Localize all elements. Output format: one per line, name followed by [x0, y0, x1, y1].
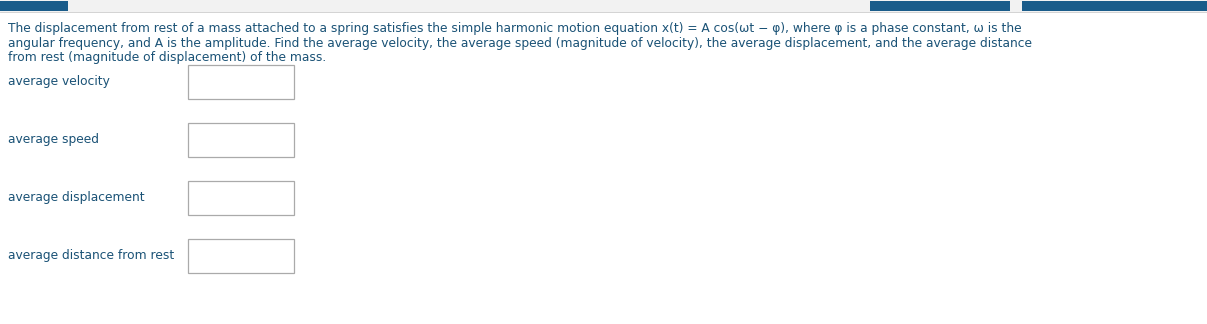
- Bar: [870, 1, 1010, 11]
- Text: The displacement from rest of a mass attached to a spring satisfies the simple h: The displacement from rest of a mass att…: [8, 22, 1021, 35]
- Bar: [0, 1, 68, 11]
- Bar: [188, 123, 295, 157]
- Bar: [1022, 1, 1207, 11]
- Text: average distance from rest: average distance from rest: [8, 249, 174, 262]
- Text: average displacement: average displacement: [8, 191, 145, 204]
- Bar: [188, 239, 295, 273]
- Text: angular frequency, and A is the amplitude. Find the average velocity, the averag: angular frequency, and A is the amplitud…: [8, 37, 1032, 50]
- Bar: [188, 181, 295, 215]
- Text: average velocity: average velocity: [8, 75, 110, 88]
- Bar: [188, 65, 295, 99]
- Bar: [0, 0, 1207, 12]
- Text: from rest (magnitude of displacement) of the mass.: from rest (magnitude of displacement) of…: [8, 51, 326, 64]
- Text: average speed: average speed: [8, 133, 99, 146]
